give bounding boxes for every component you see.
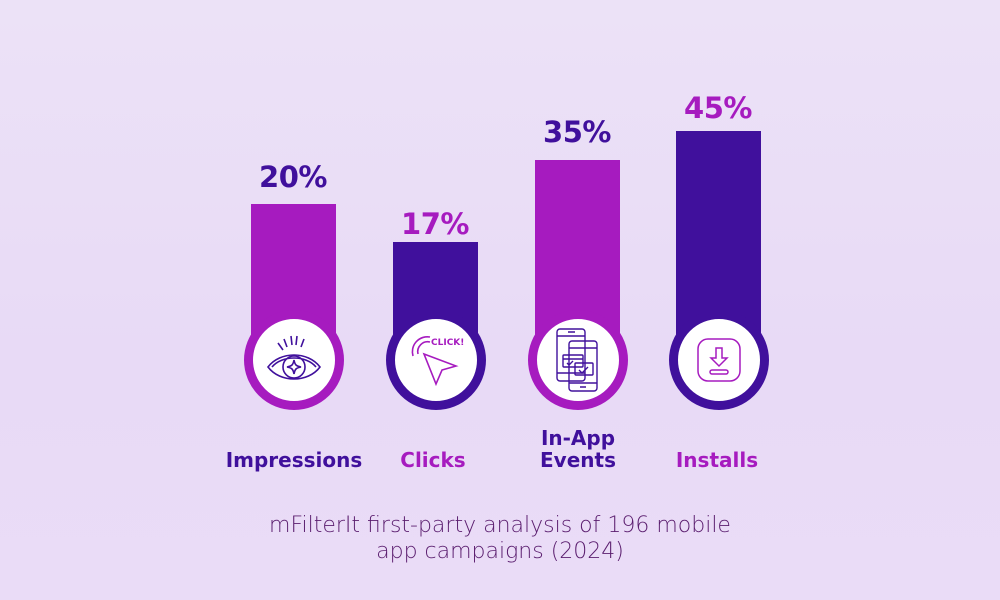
category-label-line1: In-App (540, 426, 616, 450)
icon-circle-clicks: CLICK! (386, 310, 486, 410)
click-cursor-icon: CLICK! (411, 335, 464, 387)
category-label-line2: Events (540, 448, 616, 472)
download-icon (697, 338, 741, 382)
category-label-clicks: Clicks (400, 448, 466, 472)
value-label-in-app-events: 35% (543, 115, 611, 149)
caption-line2: app campaigns (2024) (376, 539, 624, 564)
chart-caption: mFilterIt first-party analysis of 196 mo… (200, 513, 800, 565)
value-label-clicks: 17% (401, 207, 469, 241)
icon-circle-impressions (244, 310, 344, 410)
svg-text:CLICK!: CLICK! (431, 338, 464, 348)
icon-circle-installs (669, 310, 769, 410)
value-label-installs: 45% (684, 91, 752, 125)
mobile-apps-icon (556, 328, 598, 392)
value-label-impressions: 20% (259, 160, 327, 194)
category-label-installs: Installs (675, 448, 759, 472)
icon-circle-in-app-events (528, 310, 628, 410)
category-label-impressions: Impressions (225, 448, 363, 472)
category-label-in-app-events: In-App Events (498, 427, 658, 471)
caption-line1: mFilterIt first-party analysis of 196 mo… (269, 513, 731, 538)
eye-icon (266, 335, 322, 380)
